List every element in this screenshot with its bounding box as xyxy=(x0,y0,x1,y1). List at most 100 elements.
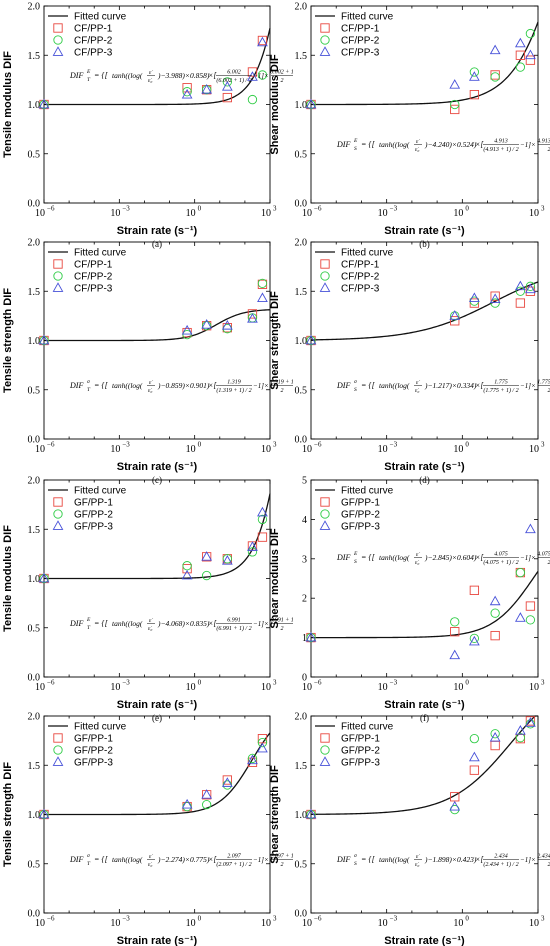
x-tick-exponent: 0 xyxy=(465,679,469,687)
data-point xyxy=(257,292,268,302)
equation-shift: )−1.898)×0.423) xyxy=(424,855,477,864)
equation-lhs-sub: S xyxy=(354,559,357,565)
legend-label: CF/PP-1 xyxy=(74,24,113,35)
data-point xyxy=(469,633,480,644)
equation-tail-num: 1.775 + 1 xyxy=(537,379,550,385)
equation: DIF σS = {[tanh((log(ε̇ ε̇₀)−1.217)×0.334)×… xyxy=(336,379,550,394)
data-point xyxy=(247,94,258,105)
x-tick-label: 10 xyxy=(378,918,388,929)
x-tick-label: 10 xyxy=(261,682,271,693)
legend-label: GF/PP-3 xyxy=(74,522,113,533)
fitted-curve xyxy=(311,570,539,639)
y-tick-label: 0.5 xyxy=(295,149,308,160)
data-point xyxy=(257,278,268,289)
y-tick-label: 2 xyxy=(302,594,307,605)
equation-rate0: ε̇₀ xyxy=(415,862,419,868)
equation-lhs-sub: T xyxy=(87,861,91,867)
legend-marker xyxy=(319,282,331,292)
data-point xyxy=(201,319,213,329)
legend-marker xyxy=(320,23,330,33)
x-tick-label: 10 xyxy=(529,444,539,455)
y-tick-label: 2.0 xyxy=(295,2,308,13)
legend-label: Fitted curve xyxy=(341,12,394,23)
y-tick-label: 1.5 xyxy=(28,525,41,536)
data-point xyxy=(247,313,258,323)
data-point xyxy=(38,808,50,819)
equation-rate0: ε̇₀ xyxy=(415,147,419,153)
equation-times: ×[ xyxy=(475,140,484,149)
legend-label: Fitted curve xyxy=(341,486,394,497)
x-tick-label: 10 xyxy=(302,918,312,929)
y-tick-label: 1.5 xyxy=(295,761,308,772)
x-tick-label: 10 xyxy=(261,444,271,455)
equation-minus: −1]× xyxy=(253,72,269,80)
x-axis-label: Strain rate (s⁻¹) xyxy=(117,935,198,946)
data-point xyxy=(247,71,258,81)
equation-lhs-sub: T xyxy=(87,387,91,393)
equation: DIF ET = {[tanh((log(ε̇ ε̇₀)−3.988)×0.858)×… xyxy=(69,69,294,84)
data-point xyxy=(489,44,501,55)
x-axis-label: Strain rate (s⁻¹) xyxy=(117,461,198,473)
data-point xyxy=(525,286,536,296)
fitted-curve xyxy=(44,309,271,342)
x-tick-label: 10 xyxy=(529,918,539,929)
legend-label: GF/PP-1 xyxy=(74,498,113,509)
y-tick-label: 0.0 xyxy=(28,435,41,446)
equation-tanh: tanh((log( xyxy=(112,619,143,628)
legend-label: GF/PP-3 xyxy=(341,522,380,533)
legend-label: GF/PP-2 xyxy=(341,510,380,521)
x-tick-exponent: −3 xyxy=(390,915,398,923)
data-point xyxy=(201,321,212,331)
legend-marker xyxy=(53,509,63,519)
equation-lhs-sup: σ xyxy=(354,853,357,859)
equation-rate0: ε̇₀ xyxy=(415,560,419,566)
legend-marker xyxy=(320,733,330,743)
y-tick-label: 3 xyxy=(302,554,307,565)
y-axis-label: Shear strength DIF xyxy=(269,765,281,864)
x-tick-exponent: −6 xyxy=(314,915,322,923)
x-tick-exponent: 3 xyxy=(273,441,277,449)
data-point xyxy=(201,789,213,799)
equation-lhs-sup: E xyxy=(353,138,358,144)
series-cf-pp-1 xyxy=(306,286,536,346)
legend-marker xyxy=(52,756,64,766)
data-point xyxy=(257,35,268,46)
data-point xyxy=(490,630,500,641)
equation-equals: = {[ xyxy=(361,553,376,562)
data-point xyxy=(222,92,232,103)
data-point xyxy=(525,281,536,291)
data-point xyxy=(305,98,317,109)
y-tick-label: 1.0 xyxy=(28,810,41,821)
series-cf-pp-2 xyxy=(306,28,536,110)
data-point xyxy=(515,612,526,622)
y-tick-label: 0.0 xyxy=(295,199,308,210)
equation-rate: ε̇ xyxy=(149,854,153,860)
legend-label: CF/PP-1 xyxy=(341,24,380,35)
x-tick-exponent: 0 xyxy=(465,915,469,923)
equation-minus: −1]× xyxy=(253,620,269,628)
data-point xyxy=(221,555,233,565)
data-point xyxy=(469,89,480,100)
x-tick-label: 10 xyxy=(378,682,388,693)
data-point xyxy=(449,649,461,660)
equation-tanh: tanh((log( xyxy=(112,855,143,864)
x-tick-label: 10 xyxy=(35,208,45,219)
equation-minus: −1]× xyxy=(520,554,536,562)
x-tick-label: 10 xyxy=(529,682,539,693)
equation-shift: )−4.240)×0.524) xyxy=(424,140,477,149)
legend-label: Fitted curve xyxy=(341,248,394,259)
data-point xyxy=(450,617,460,627)
equation-equals: = {[ xyxy=(94,71,109,80)
y-tick-label: 1.0 xyxy=(28,574,41,585)
data-point xyxy=(38,572,50,583)
x-tick-exponent: −3 xyxy=(390,441,398,449)
equation-lhs-sup: E xyxy=(353,551,358,557)
equation-tanh: tanh((log( xyxy=(112,381,143,390)
equation-times: ×[ xyxy=(208,381,217,390)
equation-rate: ε̇ xyxy=(416,380,420,386)
x-axis-label: Strain rate (s⁻¹) xyxy=(384,225,465,237)
